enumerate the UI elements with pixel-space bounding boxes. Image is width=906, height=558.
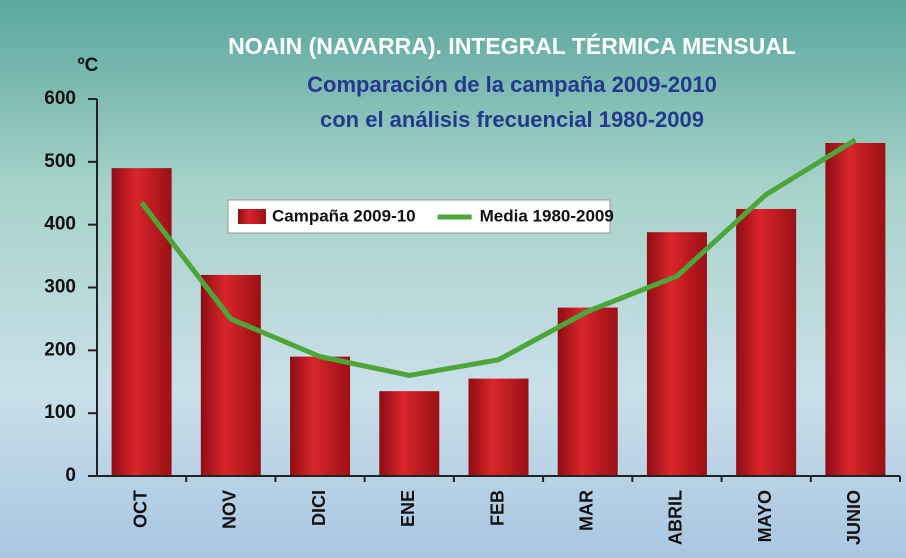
bar — [646, 232, 707, 476]
x-tick-label: JUNIO — [844, 490, 864, 545]
chart-subtitle: con el análisis frecuencial 1980-2009 — [320, 107, 704, 132]
y-tick-label: 300 — [44, 277, 76, 298]
bar — [736, 208, 797, 477]
chart-subtitle: Comparación de la campaña 2009-2010 — [307, 72, 717, 97]
bar — [557, 307, 618, 476]
x-tick-label: MAR — [576, 490, 596, 531]
y-axis-label: ºC — [78, 55, 99, 76]
bar — [825, 142, 886, 476]
x-tick-label: FEB — [487, 490, 507, 526]
bar — [200, 274, 261, 476]
y-tick-label: 200 — [44, 339, 76, 360]
y-tick-label: 400 — [44, 214, 76, 235]
x-tick-label: NOV — [220, 490, 240, 529]
legend-label: Campaña 2009-10 — [272, 206, 416, 225]
y-tick-label: 600 — [44, 88, 76, 109]
x-tick-label: MAYO — [755, 490, 775, 542]
y-tick-label: 100 — [44, 402, 76, 423]
x-tick-label: ABRIL — [666, 490, 686, 545]
line — [139, 137, 857, 378]
bar — [111, 168, 172, 476]
y-tick-label: 0 — [65, 465, 76, 486]
legend-label: Media 1980-2009 — [480, 206, 614, 225]
y-tick-label: 500 — [44, 151, 76, 172]
chart-title: NOAIN (NAVARRA). INTEGRAL TÉRMICA MENSUA… — [228, 32, 796, 59]
legend-swatch — [238, 209, 266, 224]
bar — [290, 356, 351, 476]
x-tick-label: DICI — [309, 490, 329, 526]
legend-box — [227, 199, 611, 234]
x-tick-label: ENE — [398, 490, 418, 527]
x-tick-label: OCT — [130, 490, 150, 528]
bar — [379, 391, 440, 476]
bar — [468, 378, 529, 476]
